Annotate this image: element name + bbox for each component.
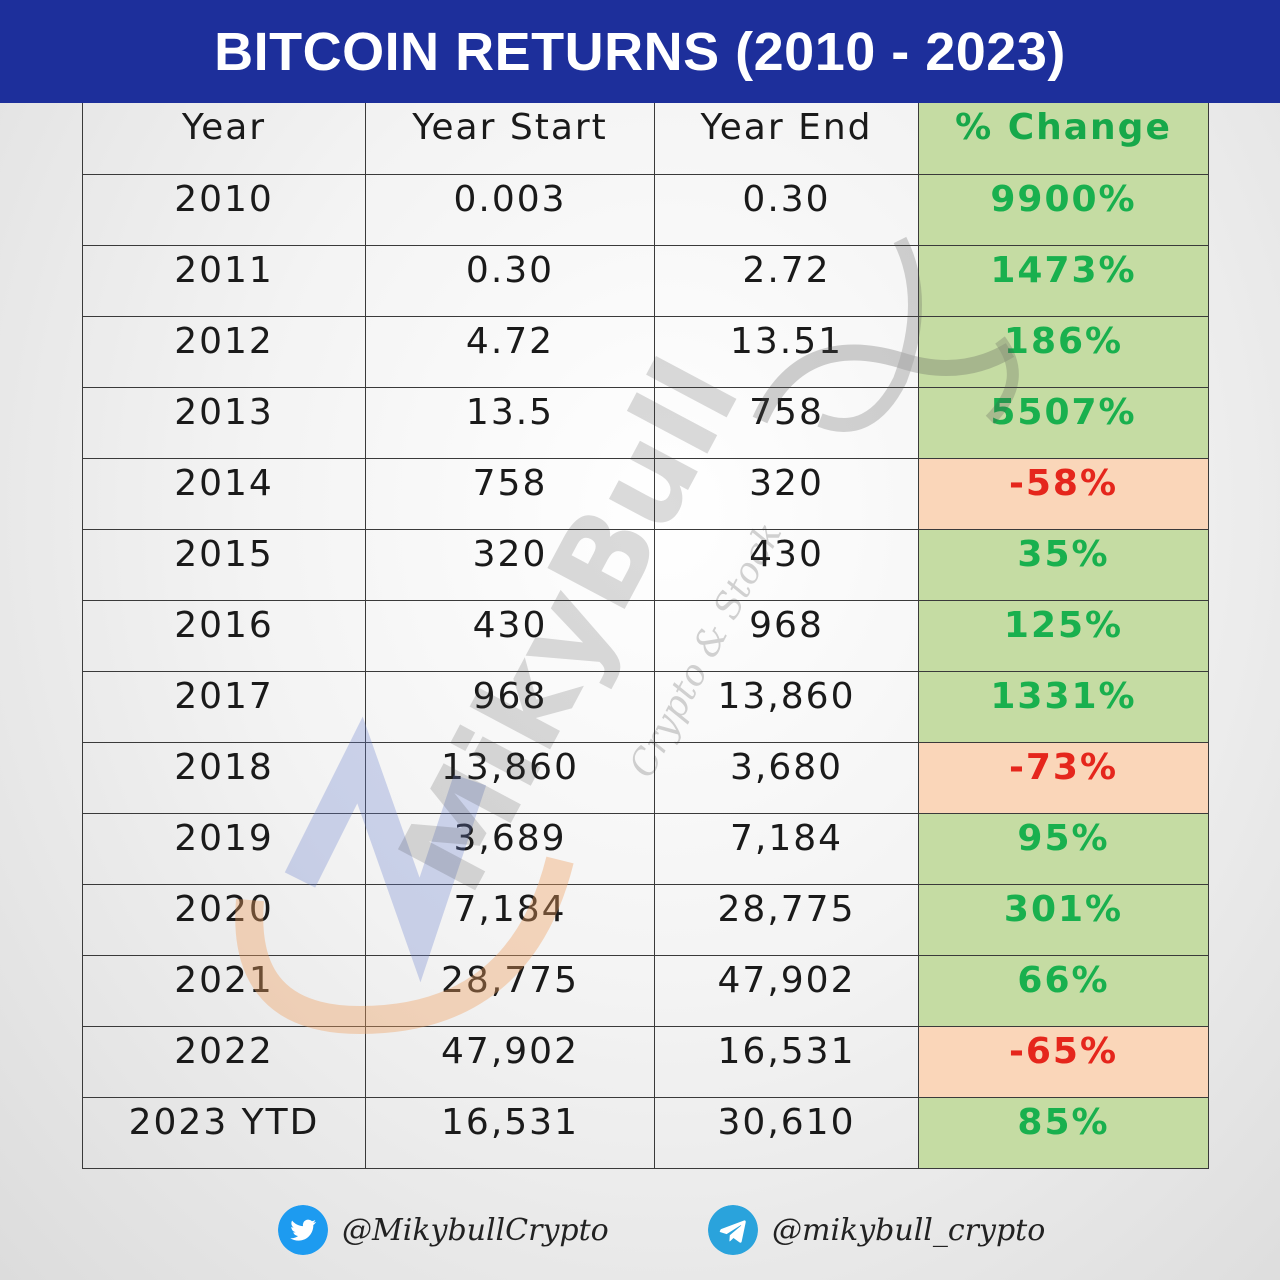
cell-change: 1331% xyxy=(918,670,1209,743)
cell-year: 2019 xyxy=(82,812,366,885)
cell-year-start: 0.003 xyxy=(365,173,655,246)
cell-change: -73% xyxy=(918,741,1209,814)
cell-year: 2011 xyxy=(82,244,366,317)
table-row: 2010 0.003 0.30 9900% xyxy=(82,173,1209,246)
table-row: 2015 320 430 35% xyxy=(82,528,1209,601)
table-row: 2014 758 320 -58% xyxy=(82,457,1209,530)
table-header-row: Year Year Start Year End % Change xyxy=(82,103,1209,175)
column-header-year-start: Year Start xyxy=(365,103,655,175)
cell-year-start: 13.5 xyxy=(365,386,655,459)
cell-year: 2014 xyxy=(82,457,366,530)
cell-year-start: 4.72 xyxy=(365,315,655,388)
cell-change: 186% xyxy=(918,315,1209,388)
cell-year: 2016 xyxy=(82,599,366,672)
cell-change: 85% xyxy=(918,1096,1209,1169)
table-row: 2022 47,902 16,531 -65% xyxy=(82,1025,1209,1098)
cell-year: 2010 xyxy=(82,173,366,246)
cell-year-end: 30,610 xyxy=(654,1096,919,1169)
cell-change: 301% xyxy=(918,883,1209,956)
telegram-handle: @mikybull_crypto xyxy=(772,1212,1046,1248)
table-row: 2020 7,184 28,775 301% xyxy=(82,883,1209,956)
cell-change: 1473% xyxy=(918,244,1209,317)
cell-year-end: 47,902 xyxy=(654,954,919,1027)
table-row: 2019 3,689 7,184 95% xyxy=(82,812,1209,885)
footer: @MikybullCrypto @mikybull_crypto xyxy=(0,1205,1280,1255)
cell-year: 2018 xyxy=(82,741,366,814)
cell-year: 2020 xyxy=(82,883,366,956)
table-row: 2017 968 13,860 1331% xyxy=(82,670,1209,743)
cell-change: 95% xyxy=(918,812,1209,885)
cell-year-end: 16,531 xyxy=(654,1025,919,1098)
cell-year-start: 320 xyxy=(365,528,655,601)
cell-year: 2023 YTD xyxy=(82,1096,366,1169)
cell-year-start: 0.30 xyxy=(365,244,655,317)
twitter-handle: @MikybullCrypto xyxy=(342,1212,609,1248)
table-row: 2012 4.72 13.51 186% xyxy=(82,315,1209,388)
cell-year-start: 430 xyxy=(365,599,655,672)
returns-table: Year Year Start Year End % Change 2010 0.… xyxy=(82,103,1209,1169)
cell-year-start: 968 xyxy=(365,670,655,743)
cell-year-start: 47,902 xyxy=(365,1025,655,1098)
cell-year-start: 3,689 xyxy=(365,812,655,885)
cell-change: 35% xyxy=(918,528,1209,601)
cell-change: 9900% xyxy=(918,173,1209,246)
telegram-icon xyxy=(708,1205,758,1255)
cell-year-end: 13.51 xyxy=(654,315,919,388)
cell-change: 5507% xyxy=(918,386,1209,459)
cell-year-end: 430 xyxy=(654,528,919,601)
cell-change: -65% xyxy=(918,1025,1209,1098)
cell-year-end: 3,680 xyxy=(654,741,919,814)
cell-year-end: 7,184 xyxy=(654,812,919,885)
cell-year-end: 2.72 xyxy=(654,244,919,317)
column-header-year-end: Year End xyxy=(654,103,919,175)
cell-change: -58% xyxy=(918,457,1209,530)
telegram-handle-link[interactable]: @mikybull_crypto xyxy=(708,1205,1045,1255)
table-row: 2021 28,775 47,902 66% xyxy=(82,954,1209,1027)
cell-change: 125% xyxy=(918,599,1209,672)
table-row: 2023 YTD 16,531 30,610 85% xyxy=(82,1096,1209,1169)
cell-year: 2013 xyxy=(82,386,366,459)
table-row: 2013 13.5 758 5507% xyxy=(82,386,1209,459)
cell-year-end: 13,860 xyxy=(654,670,919,743)
cell-year: 2012 xyxy=(82,315,366,388)
cell-year-end: 28,775 xyxy=(654,883,919,956)
cell-year-start: 16,531 xyxy=(365,1096,655,1169)
twitter-icon xyxy=(278,1205,328,1255)
cell-year-end: 0.30 xyxy=(654,173,919,246)
cell-year-start: 28,775 xyxy=(365,954,655,1027)
cell-year-end: 968 xyxy=(654,599,919,672)
table-row: 2011 0.30 2.72 1473% xyxy=(82,244,1209,317)
cell-year-start: 7,184 xyxy=(365,883,655,956)
cell-year: 2015 xyxy=(82,528,366,601)
table-row: 2018 13,860 3,680 -73% xyxy=(82,741,1209,814)
twitter-handle-link[interactable]: @MikybullCrypto xyxy=(278,1205,609,1255)
cell-year-end: 320 xyxy=(654,457,919,530)
title-banner: BITCOIN RETURNS (2010 - 2023) xyxy=(0,0,1280,103)
cell-year: 2022 xyxy=(82,1025,366,1098)
cell-year-start: 13,860 xyxy=(365,741,655,814)
cell-year-start: 758 xyxy=(365,457,655,530)
page-title: BITCOIN RETURNS (2010 - 2023) xyxy=(214,21,1066,82)
column-header-year: Year xyxy=(82,103,366,175)
cell-year: 2021 xyxy=(82,954,366,1027)
cell-change: 66% xyxy=(918,954,1209,1027)
cell-year: 2017 xyxy=(82,670,366,743)
table-row: 2016 430 968 125% xyxy=(82,599,1209,672)
column-header-change: % Change xyxy=(918,103,1209,175)
cell-year-end: 758 xyxy=(654,386,919,459)
